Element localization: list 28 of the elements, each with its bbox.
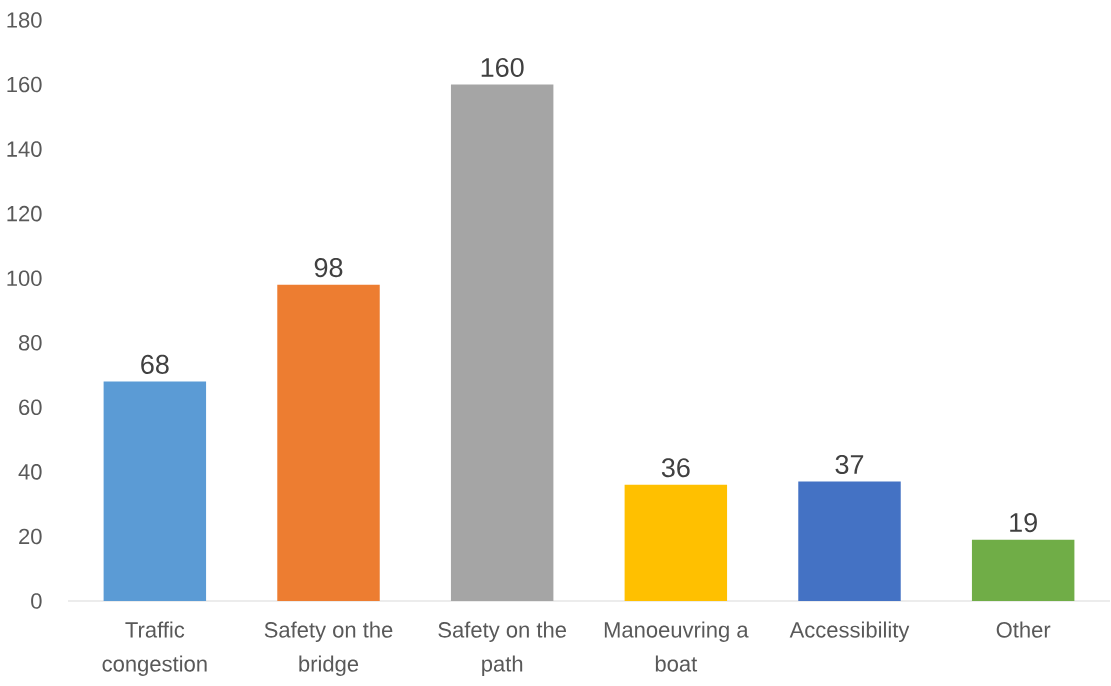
bar xyxy=(798,481,901,601)
data-label: 37 xyxy=(835,454,864,475)
data-label: 68 xyxy=(141,354,169,374)
y-tick-label: 20 xyxy=(19,528,42,545)
y-tick-label: 180 xyxy=(7,12,42,28)
bar xyxy=(450,84,554,601)
y-tick-label: 60 xyxy=(19,399,42,416)
y-tick-label: 0 xyxy=(31,593,42,609)
y-tick-label: 140 xyxy=(7,141,42,157)
bar xyxy=(277,284,380,601)
x-tick-label: Manoeuvring a boat xyxy=(604,621,749,672)
data-label: 19 xyxy=(1010,513,1037,533)
bar xyxy=(971,539,1075,601)
y-tick-label: 80 xyxy=(18,334,42,351)
x-tick-label: Safety on the bridge xyxy=(264,621,393,677)
data-label: 98 xyxy=(314,258,343,278)
y-tick-label: 100 xyxy=(7,270,42,286)
x-tick-label: Accessibility xyxy=(789,621,910,643)
data-label: 36 xyxy=(661,458,690,478)
bar xyxy=(103,381,207,601)
y-tick-label: 120 xyxy=(7,205,42,222)
y-tick-label: 40 xyxy=(18,464,42,480)
data-label: 160 xyxy=(481,57,524,78)
x-tick-label: Traffic congestion xyxy=(102,621,207,677)
y-tick-label: 160 xyxy=(7,76,42,93)
bar xyxy=(624,484,728,601)
x-tick-label: Other xyxy=(996,621,1051,638)
x-tick-label: Safety on the path xyxy=(438,621,567,677)
